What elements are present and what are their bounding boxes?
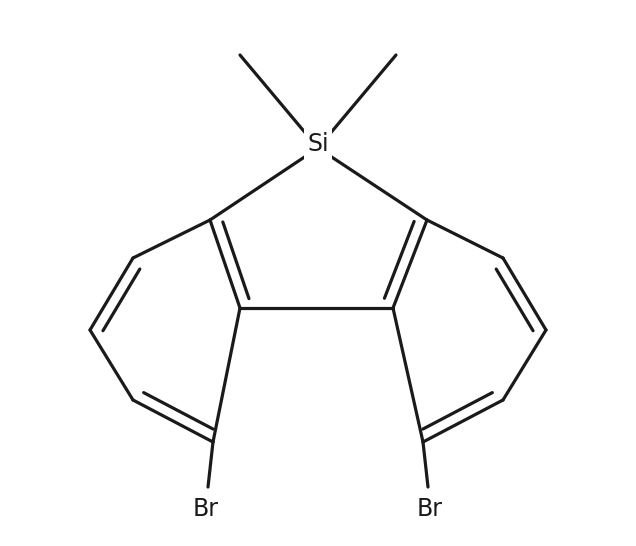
Text: Br: Br [193,497,219,521]
Text: Si: Si [307,132,329,156]
Text: Br: Br [417,497,443,521]
